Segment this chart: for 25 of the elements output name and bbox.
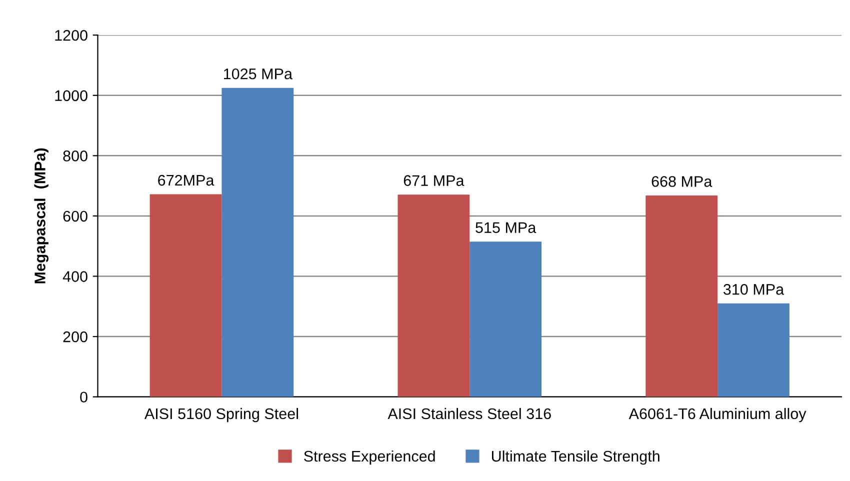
y-axis-title: Megapascal (MPa) — [34, 148, 48, 284]
x-tick-label: AISI Stainless Steel 316 — [388, 408, 551, 420]
data-label: 672MPa — [158, 174, 214, 186]
y-tick-label: 1000 — [55, 90, 88, 102]
data-label: 310 MPa — [724, 284, 784, 295]
bar — [718, 303, 790, 397]
y-tick-label: 200 — [63, 331, 88, 342]
y-tick-label: 0 — [80, 392, 88, 403]
y-tick-label: 800 — [63, 150, 88, 162]
bar — [222, 88, 294, 397]
y-tick-label: 600 — [63, 210, 88, 222]
legend-label: Ultimate Tensile Strength — [492, 450, 660, 465]
bar — [150, 194, 222, 397]
bar — [398, 194, 470, 397]
x-tick-label: AISI 5160 Spring Steel — [144, 408, 298, 422]
legend-label: Stress Experienced — [304, 450, 435, 465]
bar — [470, 242, 542, 397]
data-label: 1025 MPa — [224, 68, 292, 80]
data-label: 668 MPa — [652, 176, 712, 187]
data-label: 671 MPa — [404, 175, 464, 186]
data-label: 515 MPa — [476, 222, 536, 234]
y-tick-label: 1200 — [55, 30, 88, 41]
x-tick-label: A6061-T6 Aluminium alloy — [628, 408, 806, 422]
bar — [646, 195, 718, 397]
y-tick-label: 400 — [62, 271, 88, 282]
